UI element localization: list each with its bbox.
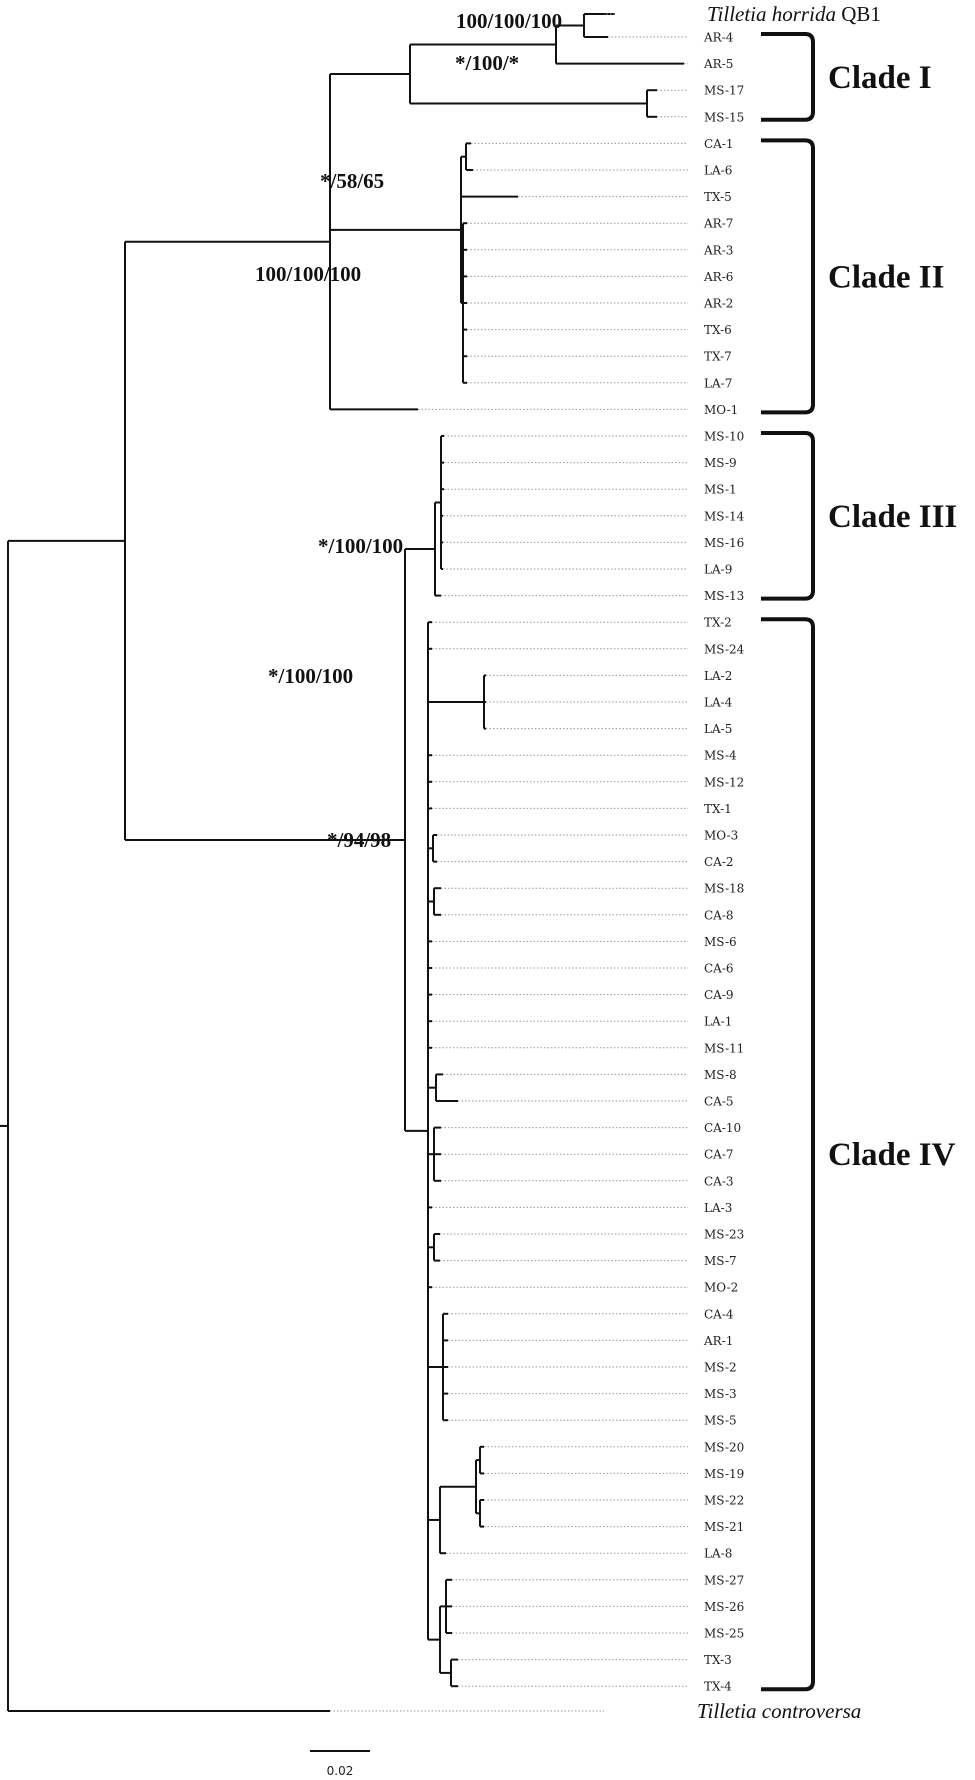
tip-label: CA-2 (704, 855, 734, 869)
tip-label: MS-6 (704, 935, 737, 949)
tip-label: AR-1 (703, 1334, 733, 1348)
bootstrap-labels: 100/100/100 */100/* */58/65 100/100/100 */10… (255, 9, 562, 852)
tip-label: TX-5 (704, 190, 732, 204)
tip-label: MS-19 (704, 1467, 744, 1481)
tip-label: MS-18 (704, 882, 744, 896)
tip-label: MS-22 (704, 1494, 744, 1508)
clade-label: Clade III (828, 499, 957, 535)
tip-label: MS-15 (704, 110, 744, 124)
tip-label: MO-2 (704, 1281, 738, 1295)
tip-labels: Tilletia horrida QB1 AR-4 AR-5 MS-17 MS-15 CA… (697, 2, 881, 1723)
tip-label: MS-1 (704, 483, 737, 497)
tip-label: CA-7 (704, 1148, 734, 1162)
bootstrap-label: */58/65 (320, 169, 384, 193)
tip-label: MS-7 (704, 1254, 737, 1268)
tip-label: LA-3 (704, 1201, 732, 1215)
tip-label: MS-9 (704, 456, 737, 470)
bootstrap-label: 100/100/100 (255, 262, 361, 286)
clade-label: Clade II (828, 259, 944, 295)
tip-label: CA-4 (704, 1307, 734, 1321)
tip-label: TX-4 (704, 1680, 732, 1694)
tip-label: CA-8 (704, 908, 734, 922)
tip-label: CA-1 (704, 137, 734, 151)
clade-brackets: Clade I Clade II Clade III Clade IV (761, 32, 957, 1692)
tip-label: MO-3 (704, 829, 738, 843)
clade-bracket (761, 138, 815, 415)
tip-label: LA-9 (704, 563, 732, 577)
tip-label: MS-20 (704, 1440, 744, 1454)
tip-label: MS-26 (704, 1600, 744, 1614)
tip-label: LA-7 (704, 376, 732, 390)
tip-label: MS-21 (704, 1520, 744, 1534)
tip-label: TX-7 (704, 350, 732, 364)
tip-label: MS-10 (704, 430, 744, 444)
tip-label: CA-6 (704, 962, 734, 976)
tip-label: AR-4 (703, 31, 734, 45)
tip-label: MS-2 (704, 1361, 737, 1375)
tip-label: MS-16 (704, 536, 744, 550)
tip-label: CA-10 (704, 1121, 741, 1135)
tip-label: CA-3 (704, 1174, 734, 1188)
tip-label-species: Tilletia controversa (697, 1699, 861, 1723)
tip-label-species: Tilletia horrida QB1 (707, 2, 881, 26)
tip-label: MS-27 (704, 1573, 744, 1587)
scale-bar: 0.02 (310, 1750, 370, 1778)
tip-label: MO-1 (704, 403, 738, 417)
tip-label: LA-8 (704, 1547, 732, 1561)
tip-label: LA-4 (704, 696, 733, 710)
tip-label: CA-5 (704, 1095, 734, 1109)
clade-label: Clade I (828, 60, 932, 96)
tip-label: AR-6 (703, 270, 733, 284)
tip-label: MS-17 (704, 84, 744, 98)
tip-label: MS-13 (704, 589, 744, 603)
clade-bracket (761, 617, 815, 1692)
tip-label: TX-1 (704, 802, 732, 816)
clade-bracket (761, 32, 815, 122)
bootstrap-label: 100/100/100 (456, 9, 562, 33)
tip-leader-lines (330, 13, 688, 1712)
bootstrap-label: */94/98 (327, 828, 391, 852)
bootstrap-label: */100/100 (268, 664, 353, 688)
tip-label: LA-2 (704, 669, 732, 683)
tip-label: MS-25 (704, 1627, 744, 1641)
clade-bracket (761, 431, 815, 601)
tip-label: TX-2 (704, 616, 732, 630)
tip-label: AR-7 (703, 217, 733, 231)
tip-label: MS-24 (704, 642, 745, 656)
clade-label: Clade IV (828, 1137, 956, 1173)
tip-label: MS-12 (704, 775, 744, 789)
tip-label: MS-11 (704, 1041, 744, 1055)
tip-label: MS-8 (704, 1068, 737, 1082)
tip-label: MS-14 (704, 509, 745, 523)
tip-label: AR-2 (703, 297, 733, 311)
tip-label: MS-3 (704, 1387, 737, 1401)
tip-label: AR-3 (703, 243, 733, 257)
tip-label: MS-5 (704, 1414, 737, 1428)
tip-label: LA-6 (704, 164, 732, 178)
tree-branches (0, 13, 684, 1712)
scale-bar-label: 0.02 (327, 1764, 354, 1778)
tip-label: AR-5 (703, 57, 733, 71)
tip-label: LA-1 (704, 1015, 732, 1029)
tip-label: TX-6 (704, 323, 732, 337)
tip-label: CA-9 (704, 988, 734, 1002)
tip-label: MS-4 (704, 749, 737, 763)
tip-label: LA-5 (704, 722, 732, 736)
tip-label: TX-3 (704, 1653, 732, 1667)
tip-label: MS-23 (704, 1228, 744, 1242)
bootstrap-label: */100/100 (318, 534, 403, 558)
bootstrap-label: */100/* (455, 51, 519, 75)
